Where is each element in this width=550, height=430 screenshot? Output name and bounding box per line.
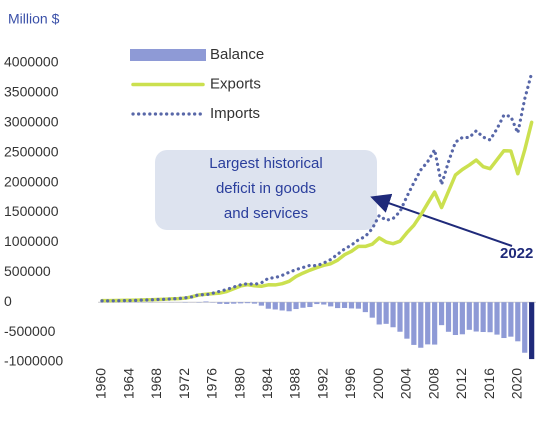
bar	[328, 302, 333, 306]
bar	[487, 302, 492, 332]
bar	[231, 302, 236, 303]
bar	[238, 302, 243, 303]
legend-label: Exports	[210, 75, 261, 92]
bar	[418, 302, 423, 348]
y-tick-label: 1500000	[4, 203, 59, 219]
x-tick-label: 1976	[204, 368, 220, 399]
x-tick-label: 1972	[176, 368, 192, 399]
bar	[307, 302, 312, 307]
bar	[370, 302, 375, 317]
bar	[377, 302, 382, 324]
bar	[273, 302, 278, 309]
legend-label: Balance	[210, 46, 264, 63]
y-axis-label: Million $	[8, 11, 60, 27]
x-tick-label: 1960	[93, 368, 109, 399]
bar	[453, 302, 458, 335]
legend-label: Imports	[210, 105, 260, 122]
x-tick-label: 2008	[425, 368, 441, 399]
y-tick-label: 2500000	[4, 143, 59, 159]
x-tick-label: 1968	[148, 368, 164, 399]
y-tick-label: -500000	[4, 323, 56, 339]
bar	[425, 302, 430, 344]
bar	[287, 302, 292, 311]
y-tick-label: 0	[4, 293, 12, 309]
bar	[474, 302, 479, 331]
bar	[280, 302, 285, 310]
bar	[217, 302, 222, 304]
bar	[460, 302, 465, 334]
bar	[252, 302, 257, 303]
bar	[356, 302, 361, 308]
x-tick-label: 2000	[370, 368, 386, 399]
y-tick-label: -1000000	[4, 353, 63, 369]
x-tick-label: 1988	[287, 368, 303, 399]
bar	[508, 302, 513, 336]
y-tick-label: 1000000	[4, 233, 59, 249]
bar	[349, 302, 354, 308]
bar	[335, 302, 340, 308]
bar	[467, 302, 472, 330]
bar	[259, 302, 264, 305]
x-tick-label: 1984	[259, 368, 275, 399]
bar	[314, 302, 319, 304]
y-tick-label: 500000	[4, 263, 51, 279]
x-tick-label: 1964	[120, 368, 136, 399]
y-tick-label: 2000000	[4, 173, 59, 189]
x-tick-label: 2016	[481, 368, 497, 399]
highlight-label: 2022	[500, 245, 533, 262]
bar	[404, 302, 409, 338]
bar	[363, 302, 368, 312]
bar	[266, 302, 271, 309]
legend-swatch	[130, 49, 206, 61]
bar	[384, 302, 389, 324]
x-tick-label: 1992	[314, 368, 330, 399]
y-tick-label: 3500000	[4, 84, 59, 100]
x-tick-label: 1996	[342, 368, 358, 399]
bar	[522, 302, 527, 353]
bar	[300, 302, 305, 308]
bar	[432, 302, 437, 344]
bar	[293, 302, 298, 309]
bar	[494, 302, 499, 334]
y-tick-label: 4000000	[4, 54, 59, 70]
bar	[446, 302, 451, 332]
bar	[342, 302, 347, 308]
x-tick-label: 1980	[231, 368, 247, 399]
bar	[529, 302, 534, 359]
bar	[397, 302, 402, 332]
bar	[321, 302, 326, 304]
x-tick-label: 2012	[453, 368, 469, 399]
bar	[439, 302, 444, 325]
y-tick-label: 3000000	[4, 114, 59, 130]
bar	[203, 301, 208, 302]
bar	[411, 302, 416, 345]
bar	[481, 302, 486, 332]
bar	[390, 302, 395, 327]
bar	[501, 302, 506, 338]
bar	[224, 302, 229, 304]
x-tick-label: 2020	[509, 368, 525, 399]
bar	[245, 302, 250, 303]
bar	[515, 302, 520, 341]
x-tick-label: 2004	[398, 368, 414, 399]
